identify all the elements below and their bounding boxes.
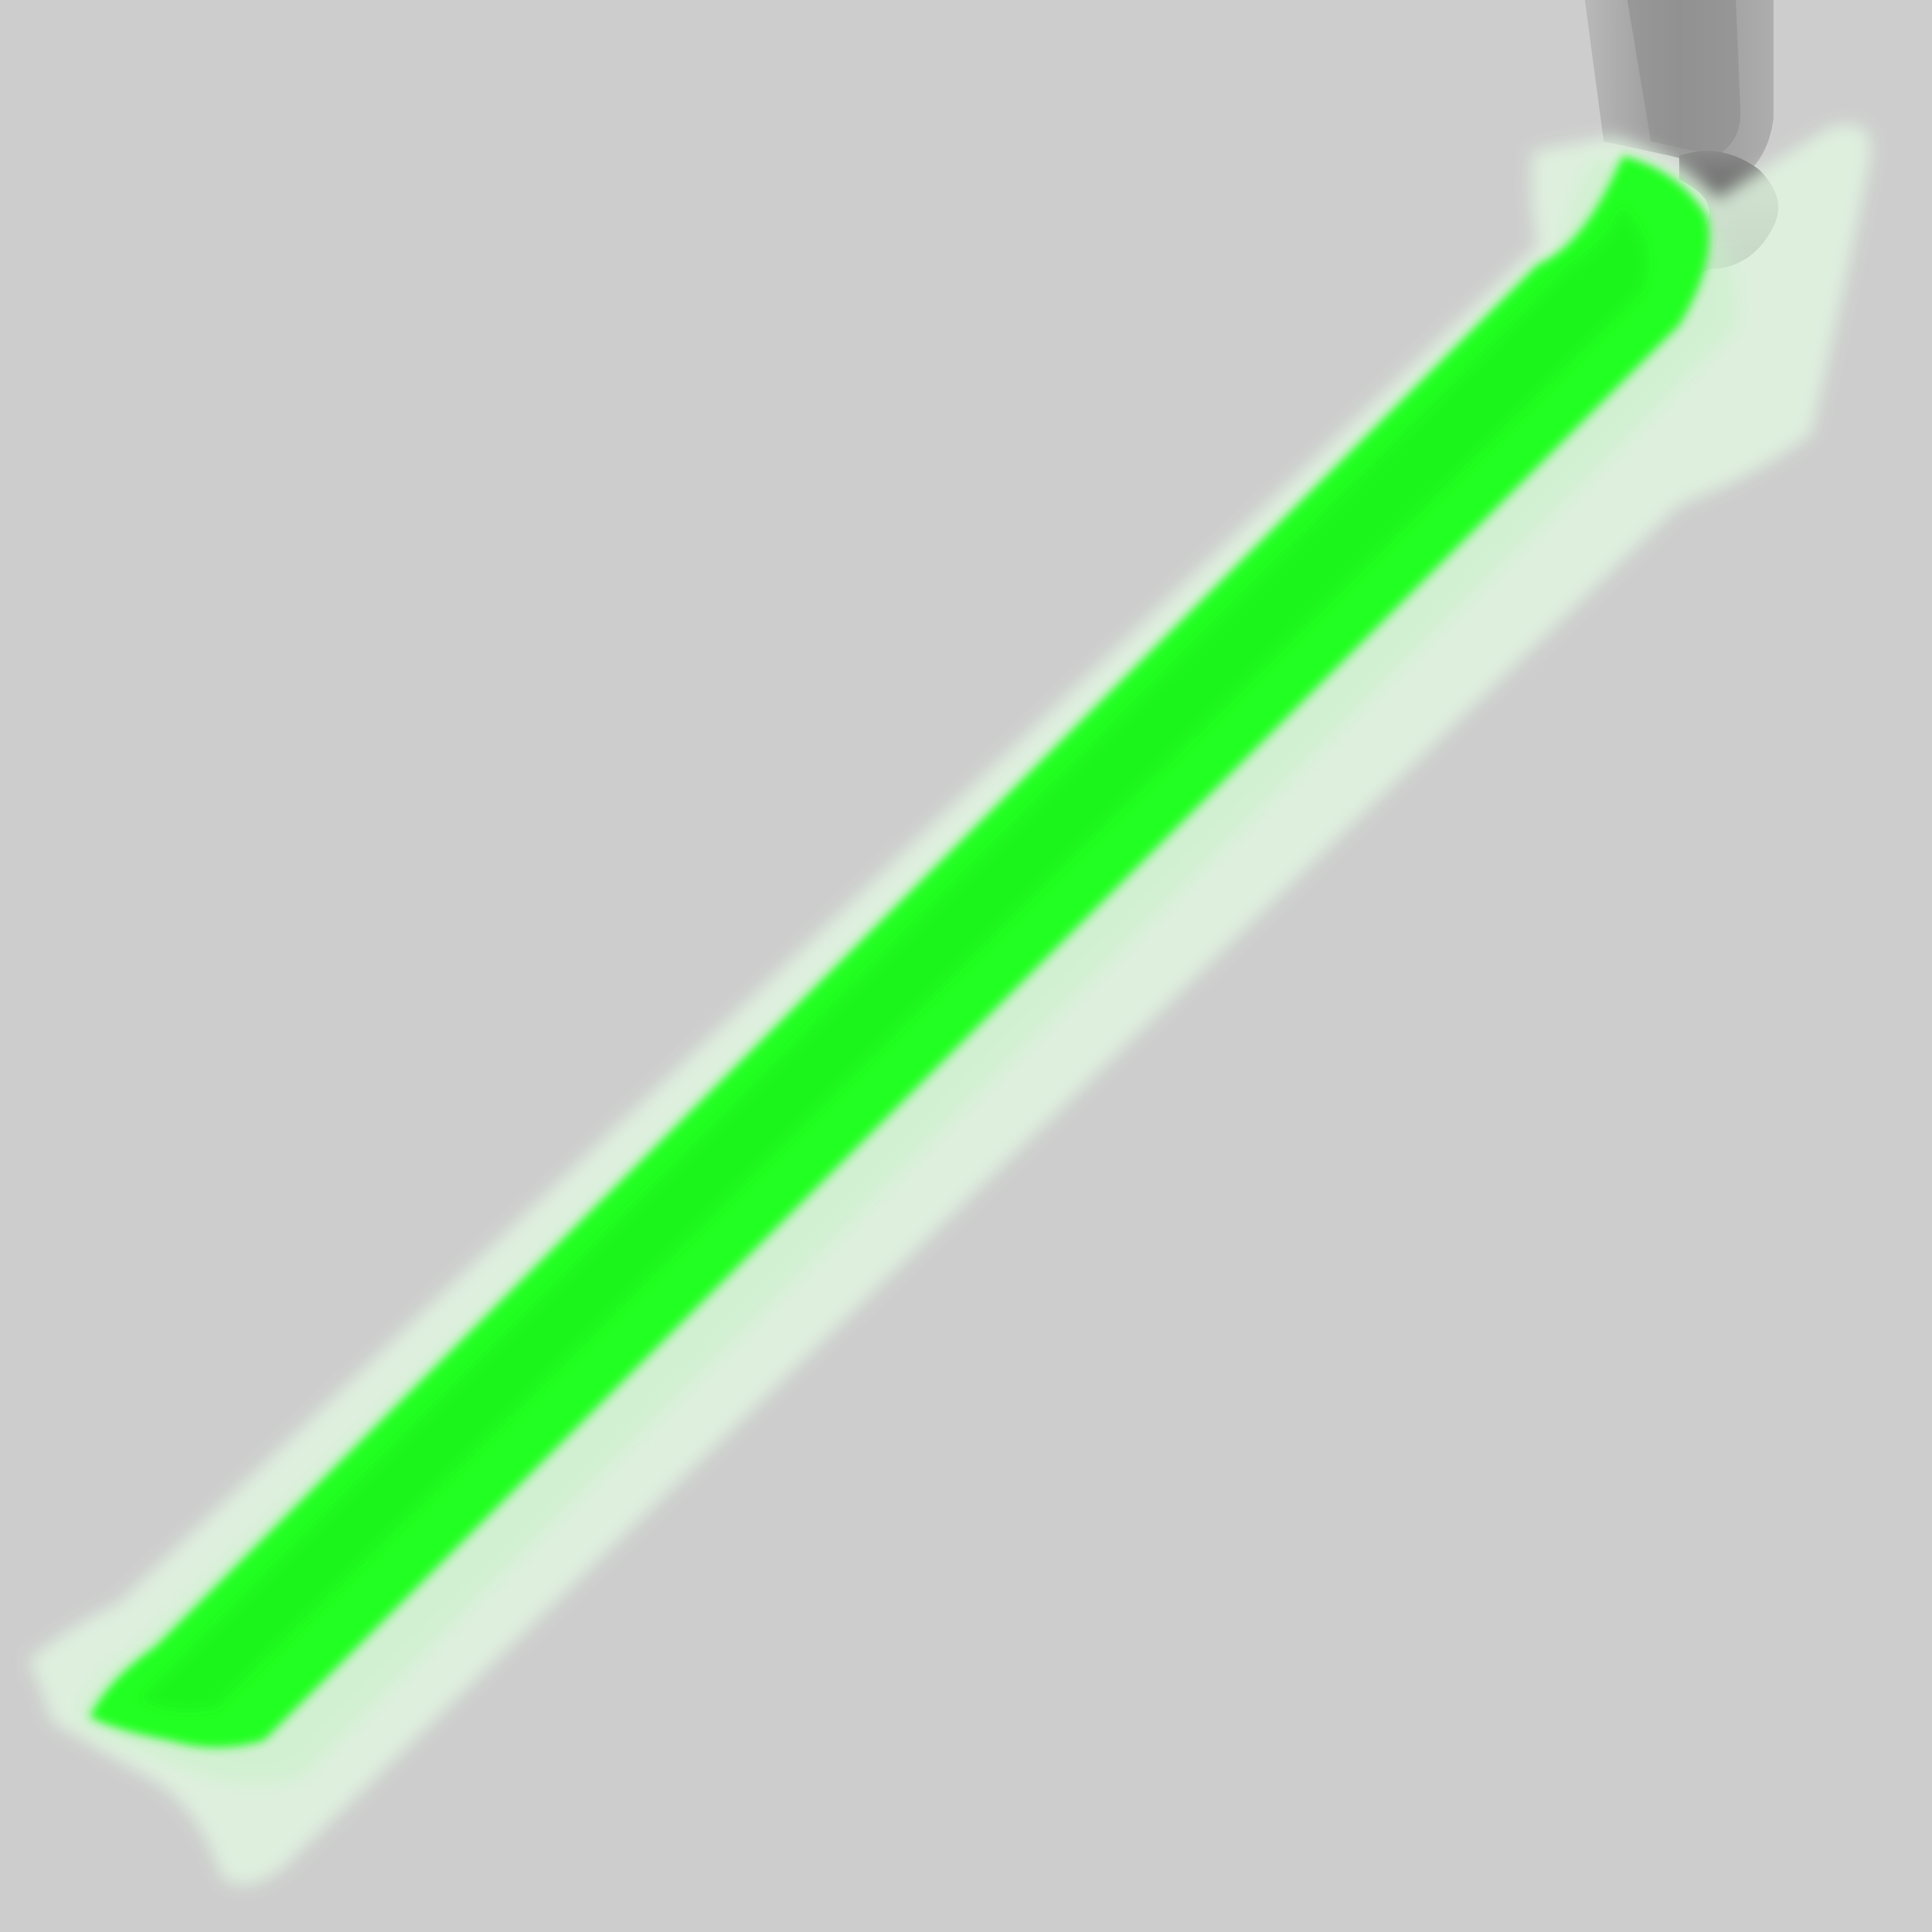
blade-core-highlight	[142, 208, 1648, 1711]
blade	[28, 125, 1871, 1885]
hilt-inner-shadow	[1627, 0, 1740, 156]
